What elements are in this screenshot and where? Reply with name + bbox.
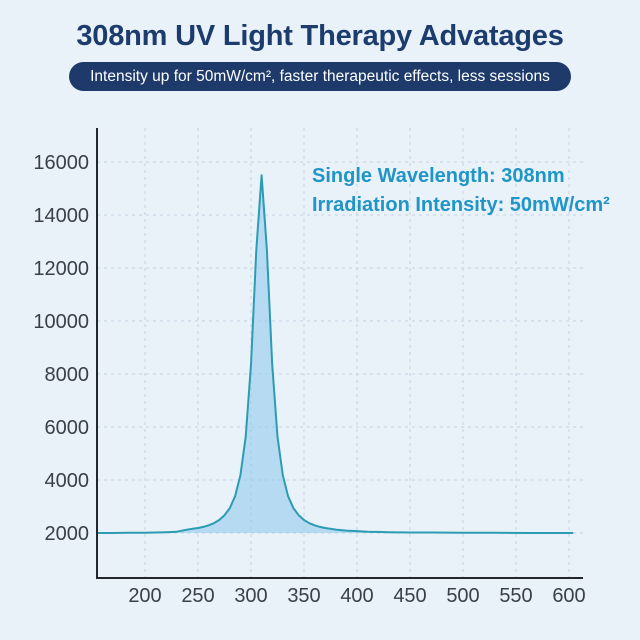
- x-tick-label: 550: [499, 585, 532, 607]
- y-tick-label: 4000: [45, 470, 90, 492]
- subtitle-banner-wrap: Intensity up for 50mW/cm², faster therap…: [0, 62, 640, 91]
- y-tick-label: 8000: [45, 364, 90, 386]
- x-tick-label: 600: [552, 585, 585, 607]
- x-tick-label: 400: [340, 585, 373, 607]
- x-tick-label: 200: [128, 585, 161, 607]
- y-tick-label: 2000: [45, 523, 90, 545]
- annotation-wavelength: Single Wavelength: 308nm: [312, 165, 565, 187]
- x-tick-label: 500: [446, 585, 479, 607]
- chart-annotation: Single Wavelength: 308nm Irradiation Int…: [312, 162, 610, 220]
- spectrum-line: [97, 174, 574, 534]
- spectrum-area: [97, 175, 574, 534]
- y-tick-label: 10000: [33, 311, 89, 333]
- y-tick-label: 12000: [33, 258, 89, 280]
- y-tick-label: 16000: [33, 152, 89, 174]
- y-tick-label: 14000: [33, 205, 89, 227]
- x-tick-label: 350: [287, 585, 320, 607]
- y-tick-label: 6000: [45, 417, 90, 439]
- x-tick-label: 250: [181, 585, 214, 607]
- annotation-intensity: Irradiation Intensity: 50mW/cm²: [312, 194, 610, 216]
- x-tick-label: 300: [234, 585, 267, 607]
- page-title: 308nm UV Light Therapy Advatages: [76, 20, 564, 52]
- subtitle-banner: Intensity up for 50mW/cm², faster therap…: [69, 62, 571, 91]
- x-tick-label: 450: [393, 585, 426, 607]
